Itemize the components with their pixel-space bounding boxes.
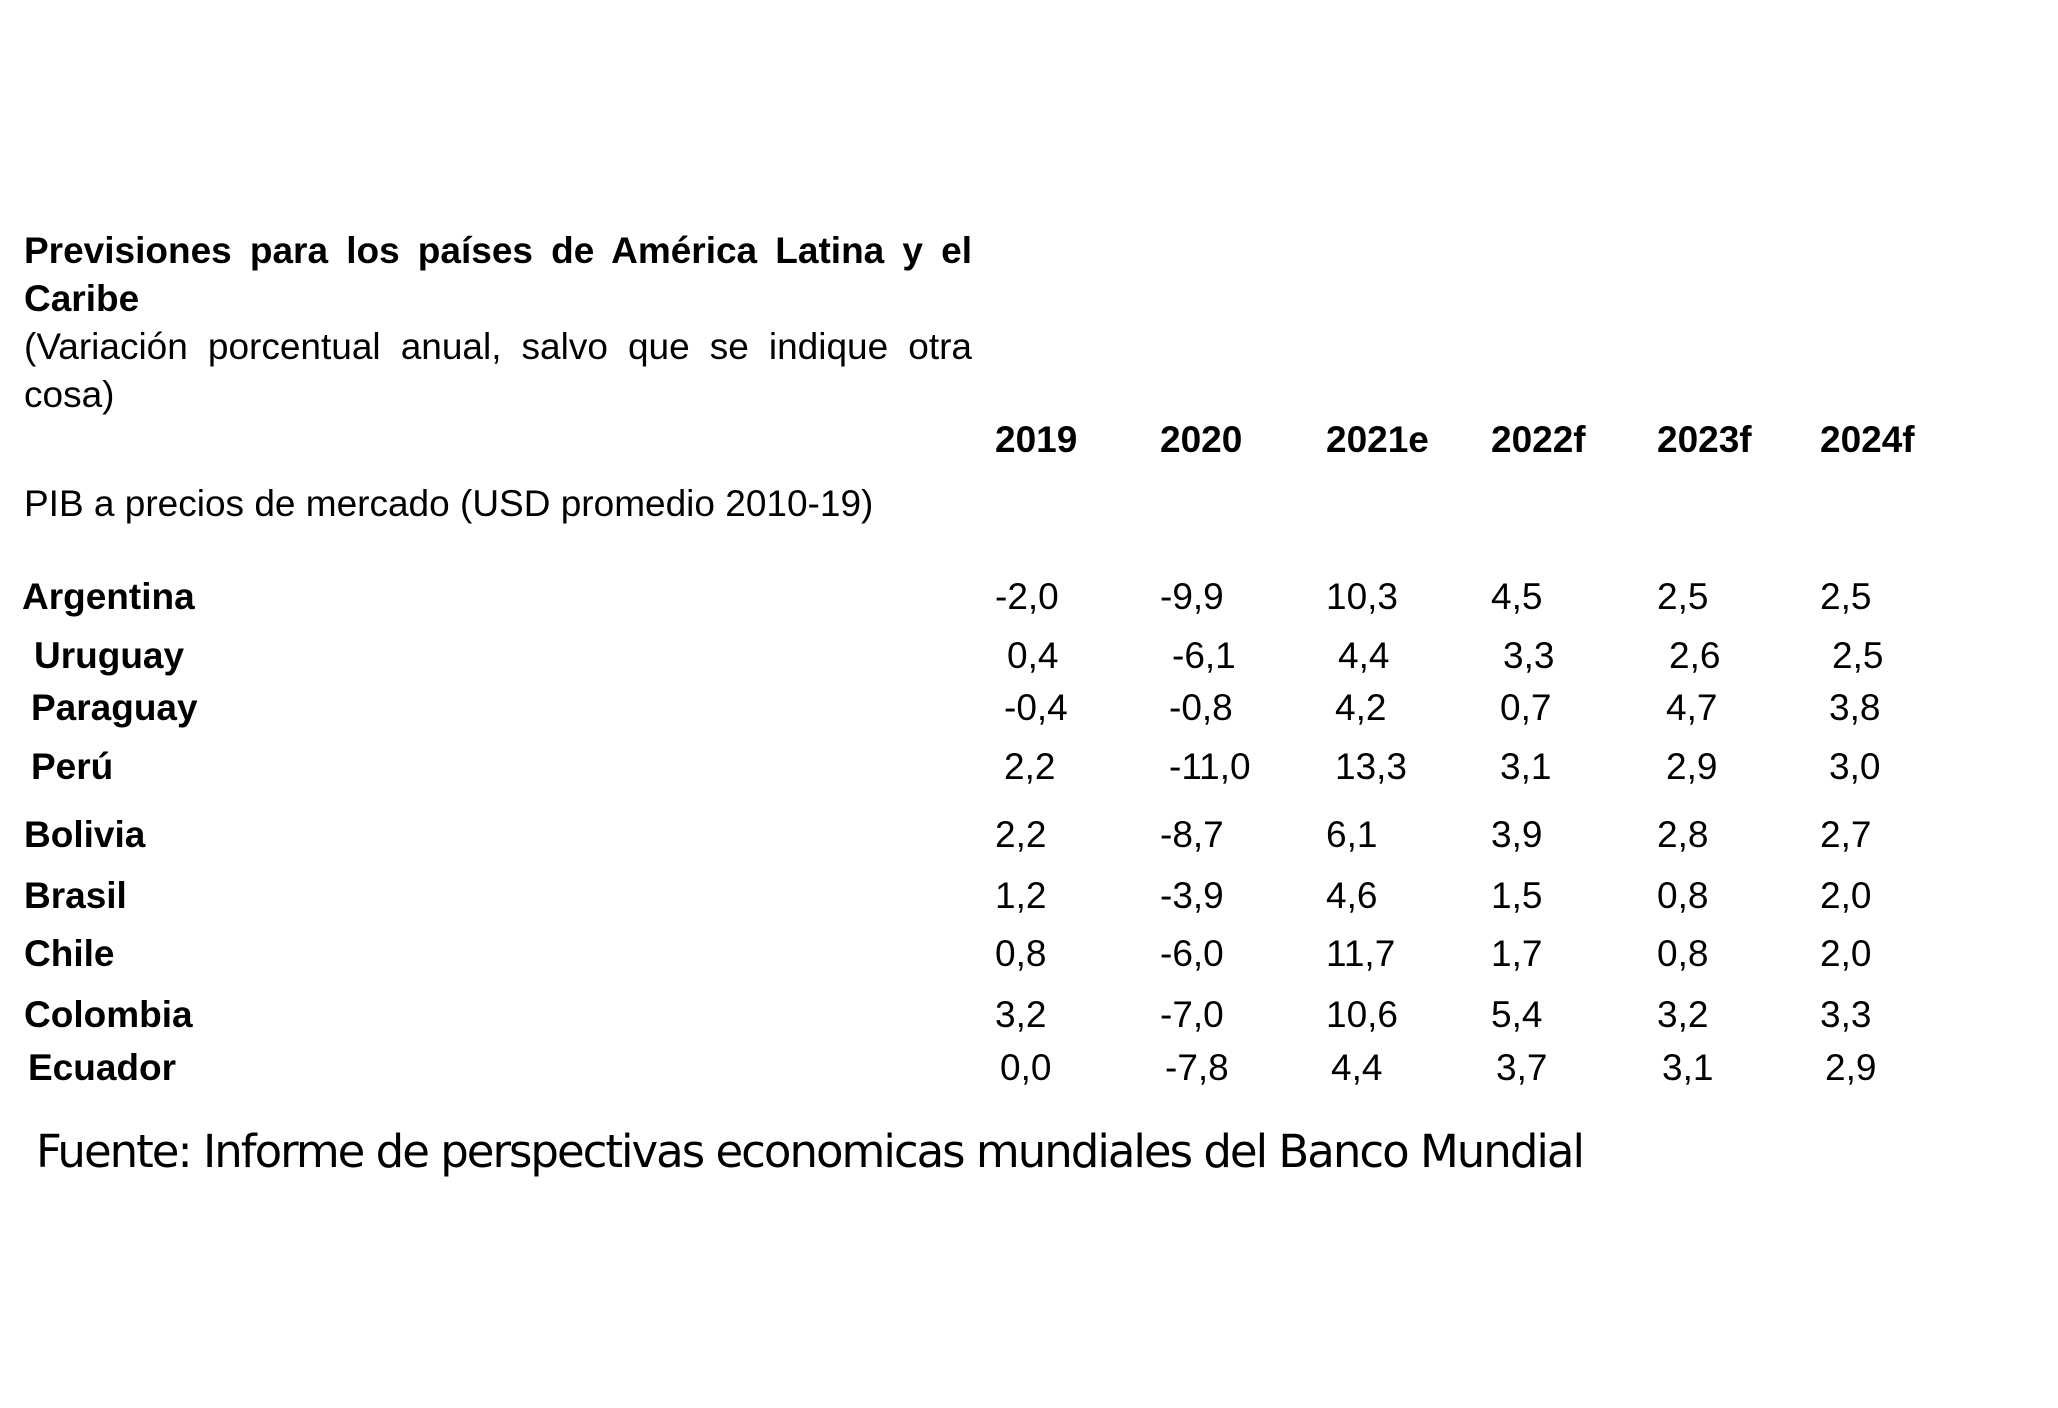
cell: -3,9 (1160, 875, 1224, 916)
column-header: 2021e (1326, 419, 1429, 460)
cell: -11,0 (1169, 746, 1251, 787)
cell: 3,2 (995, 994, 1047, 1035)
cell: -0,4 (1004, 687, 1068, 728)
column-header: 2019 (995, 419, 1078, 460)
cell: 4,2 (1335, 687, 1387, 728)
cell: 5,4 (1491, 994, 1543, 1035)
cell: 4,5 (1491, 576, 1543, 617)
cell: -7,8 (1165, 1047, 1229, 1088)
cell: 1,5 (1491, 875, 1543, 916)
title: Previsiones para los países de América L… (24, 230, 972, 319)
cell: 3,1 (1500, 746, 1552, 787)
cell: -0,8 (1169, 687, 1233, 728)
cell: 2,5 (1820, 576, 1872, 617)
column-header: 2020 (1160, 419, 1243, 460)
source-note: Fuente: Informe de perspectivas economic… (36, 1125, 1585, 1178)
cell: 4,7 (1666, 687, 1718, 728)
cell: -7,0 (1160, 994, 1224, 1035)
cell: 2,2 (1004, 746, 1056, 787)
cell: 0,8 (1657, 875, 1709, 916)
cell: 10,6 (1326, 994, 1399, 1035)
cell: 4,4 (1338, 635, 1390, 676)
cell: 0,4 (1007, 635, 1059, 676)
cell: 3,7 (1496, 1047, 1548, 1088)
section-label: PIB a precios de mercado (USD promedio 2… (24, 483, 874, 524)
cell: 2,0 (1820, 933, 1872, 974)
cell: 4,6 (1326, 875, 1378, 916)
cell: 2,5 (1657, 576, 1709, 617)
cell: 3,3 (1503, 635, 1555, 676)
row-label: Perú (31, 746, 114, 787)
cell: 1,7 (1491, 933, 1543, 974)
cell: 4,4 (1331, 1047, 1383, 1088)
cell: -6,1 (1172, 635, 1236, 676)
subtitle: (Variación porcentual anual, salvo que s… (24, 326, 972, 415)
cell: -6,0 (1160, 933, 1224, 974)
cell: 3,2 (1657, 994, 1709, 1035)
cell: 1,2 (995, 875, 1047, 916)
cell: 2,0 (1820, 875, 1872, 916)
cell: 0,8 (995, 933, 1047, 974)
column-header: 2022f (1491, 419, 1586, 460)
row-label: Ecuador (28, 1047, 177, 1088)
column-header: 2023f (1657, 419, 1752, 460)
cell: -8,7 (1160, 814, 1224, 855)
cell: 2,7 (1820, 814, 1872, 855)
cell: -9,9 (1160, 576, 1224, 617)
column-header: 2024f (1820, 419, 1915, 460)
cell: 0,7 (1500, 687, 1552, 728)
row-label: Argentina (22, 576, 195, 617)
cell: -2,0 (995, 576, 1059, 617)
row-label: Paraguay (31, 687, 198, 728)
cell: 2,6 (1669, 635, 1721, 676)
cell: 2,9 (1825, 1047, 1877, 1088)
row-label: Brasil (24, 875, 127, 916)
cell: 2,9 (1666, 746, 1718, 787)
cell: 0,0 (1000, 1047, 1052, 1088)
cell: 2,5 (1832, 635, 1884, 676)
cell: 11,7 (1326, 933, 1396, 974)
cell: 3,9 (1491, 814, 1543, 855)
cell: 3,0 (1829, 746, 1881, 787)
row-label: Chile (24, 933, 115, 974)
cell: 10,3 (1326, 576, 1399, 617)
cell: 3,1 (1662, 1047, 1714, 1088)
cell: 3,8 (1829, 687, 1881, 728)
cell: 2,2 (995, 814, 1047, 855)
cell: 2,8 (1657, 814, 1709, 855)
row-label: Colombia (24, 994, 193, 1035)
cell: 3,3 (1820, 994, 1872, 1035)
cell: 0,8 (1657, 933, 1709, 974)
row-label: Bolivia (24, 814, 146, 855)
cell: 13,3 (1335, 746, 1408, 787)
row-label: Uruguay (34, 635, 185, 676)
cell: 6,1 (1326, 814, 1378, 855)
